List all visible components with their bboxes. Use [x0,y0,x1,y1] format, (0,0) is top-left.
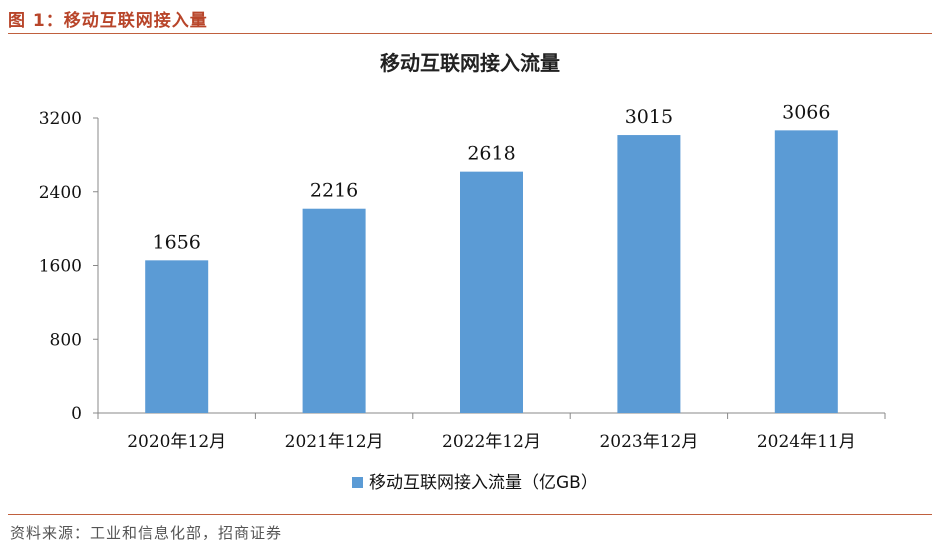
y-tick-labels: 0 800 1600 2400 3200 [39,109,82,424]
data-label: 3066 [782,101,830,123]
category-label: 2022年12月 [442,432,541,452]
data-label: 2216 [310,180,358,202]
y-tick-label: 3200 [39,109,82,129]
category-label: 2020年12月 [127,432,226,452]
bar [302,208,366,413]
bar [774,130,838,413]
bottom-rule [8,514,932,515]
chart-title: 移动互联网接入流量 [380,51,560,75]
data-label: 3015 [625,106,673,128]
category-label: 2021年12月 [285,432,384,452]
y-tick-label: 800 [50,330,82,350]
top-rule [8,33,932,34]
data-label: 2618 [467,143,515,165]
legend-label: 移动互联网接入流量（亿GB） [369,473,598,493]
category-label: 2023年12月 [599,432,698,452]
bar [617,135,681,413]
bar [460,171,523,413]
y-tick-label: 2400 [39,183,82,203]
data-label: 1656 [153,231,201,253]
category-labels: 2020年12月 2021年12月 2022年12月 2023年12月 2024年11月 [127,432,856,452]
legend-swatch [352,477,363,488]
category-label: 2024年11月 [757,432,856,452]
data-labels: 1656 2216 2618 3015 3066 [153,101,831,253]
bar [145,260,209,413]
bars [145,130,838,413]
figure-caption: 图 1：移动互联网接入量 [8,11,208,31]
y-tick-label: 0 [71,404,82,424]
source-note: 资料来源：工业和信息化部，招商证券 [10,524,283,542]
y-tick-label: 1600 [39,257,82,277]
legend: 移动互联网接入流量（亿GB） [352,473,598,493]
